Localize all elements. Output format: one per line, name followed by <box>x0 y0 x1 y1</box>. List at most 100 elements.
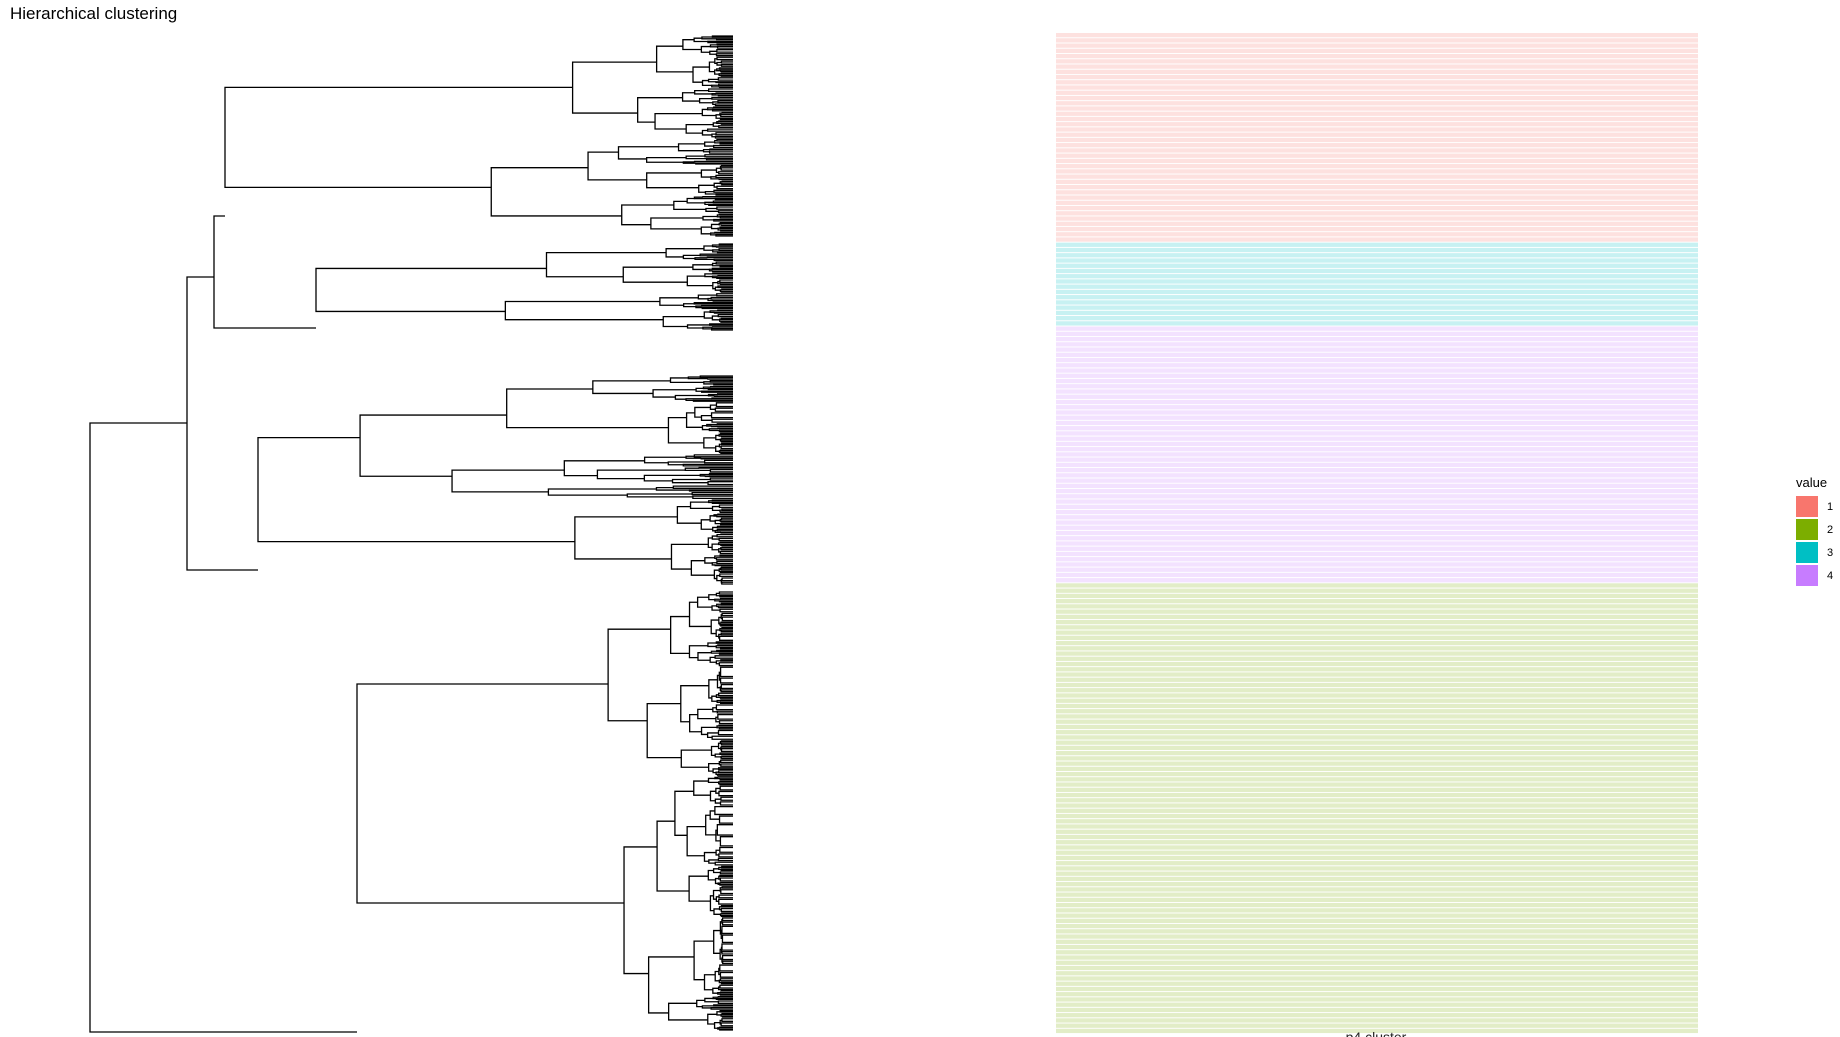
heatmap-tile <box>1056 1007 1698 1013</box>
heatmap-tile <box>1056 59 1698 64</box>
dendrogram-link <box>709 895 714 912</box>
dendrogram-link <box>720 889 733 895</box>
dendrogram-link <box>621 204 674 226</box>
dendrogram-link <box>718 120 733 123</box>
heatmap-tile <box>1056 955 1698 960</box>
dendrogram-link <box>719 226 733 230</box>
dendrogram-link <box>721 182 733 186</box>
dendrogram-link <box>688 489 733 492</box>
legend-item: 1 <box>1796 495 1833 518</box>
heatmap-tile <box>1056 316 1698 321</box>
heatmap-tile <box>1056 1023 1698 1028</box>
dendrogram-link <box>719 801 733 806</box>
dendrogram-link <box>721 180 733 183</box>
dendrogram-link <box>717 100 733 104</box>
dendrogram-link <box>692 66 710 83</box>
dendrogram-link <box>714 598 721 602</box>
dendrogram-link <box>700 726 718 736</box>
dendrogram-link <box>213 215 316 329</box>
heatmap-tile <box>1056 672 1698 677</box>
heatmap-tile <box>1056 336 1698 342</box>
dendrogram-link <box>699 253 733 257</box>
dendrogram-link <box>711 543 719 551</box>
dendrogram-link <box>715 829 721 842</box>
dendrogram-link <box>693 302 733 305</box>
heatmap-tile <box>1056 436 1698 441</box>
dendrogram-link <box>718 761 721 766</box>
dendrogram-link <box>719 608 733 613</box>
dendrogram-link <box>681 92 700 102</box>
dendrogram-link <box>718 815 733 824</box>
heatmap-tile <box>1056 698 1698 703</box>
dendrogram-link <box>719 573 733 578</box>
heatmap-tile <box>1056 530 1698 536</box>
dendrogram-link <box>665 248 704 258</box>
heatmap-tile <box>1056 64 1698 69</box>
heatmap-tile <box>1056 813 1698 819</box>
dendrogram-link <box>719 874 733 878</box>
heatmap-tile <box>1056 551 1698 557</box>
heatmap-tile <box>1056 415 1698 420</box>
dendrogram-link <box>709 323 733 326</box>
dendrogram-link <box>709 469 733 473</box>
dendrogram-link <box>721 288 733 291</box>
heatmap-tile <box>1056 258 1698 263</box>
dendrogram-link <box>720 432 733 436</box>
dendrogram-link <box>688 875 711 902</box>
dendrogram-link <box>720 531 733 534</box>
legend-swatch <box>1796 519 1818 540</box>
dendrogram-link <box>718 73 722 77</box>
heatmap-tile <box>1056 593 1698 599</box>
heatmap-tile <box>1056 457 1698 462</box>
heatmap-tile <box>1056 609 1698 614</box>
dendrogram-link <box>717 309 733 312</box>
dendrogram-link <box>713 258 733 262</box>
dendrogram-link <box>701 108 717 117</box>
dendrogram-link <box>682 463 733 467</box>
heatmap-tile <box>1056 38 1698 43</box>
dendrogram-link <box>714 103 733 107</box>
dendrogram-link <box>717 729 733 736</box>
x-axis-label: p4 cluster <box>1346 1029 1407 1037</box>
dendrogram-link <box>717 1027 720 1030</box>
dendrogram-link <box>574 516 678 560</box>
heatmap-tile <box>1056 127 1698 132</box>
dendrogram-link <box>89 422 357 1033</box>
dendrogram-link <box>715 716 720 723</box>
dendrogram-link <box>707 387 733 391</box>
dendrogram-link <box>720 907 733 913</box>
dendrogram-link <box>711 605 721 611</box>
dendrogram <box>89 35 733 1033</box>
dendrogram-link <box>707 642 717 648</box>
heatmap-tile <box>1056 761 1698 766</box>
heatmap-tile <box>1056 237 1698 242</box>
dendrogram-link <box>721 437 733 440</box>
dendrogram-link <box>680 749 712 768</box>
dendrogram-link <box>703 245 713 251</box>
legend-label: 2 <box>1827 523 1834 536</box>
heatmap-tile <box>1056 855 1698 861</box>
dendrogram-link <box>667 1002 708 1021</box>
heatmap-tile <box>1056 887 1698 892</box>
dendrogram-link <box>720 988 733 992</box>
dendrogram-link <box>720 517 733 521</box>
dendrogram-link <box>587 151 647 181</box>
dendrogram-link <box>719 141 733 145</box>
dendrogram-link <box>716 56 733 61</box>
dendrogram-link <box>720 759 733 764</box>
dendrogram-link <box>646 702 682 759</box>
dendrogram-link <box>711 35 733 38</box>
dendrogram-link <box>700 169 717 178</box>
dendrogram-link <box>719 627 722 632</box>
legend-title: value <box>1796 475 1828 490</box>
dendrogram-link <box>716 773 733 776</box>
heatmap-tile <box>1056 164 1698 169</box>
legend-item: 3 <box>1796 541 1833 564</box>
dendrogram-link <box>671 478 711 484</box>
dendrogram-link <box>718 853 733 858</box>
dendrogram-link <box>718 537 733 542</box>
dendrogram-link <box>691 491 733 496</box>
dendrogram-link <box>711 397 733 400</box>
dendrogram-link <box>706 423 718 427</box>
dendrogram-link <box>715 174 733 179</box>
